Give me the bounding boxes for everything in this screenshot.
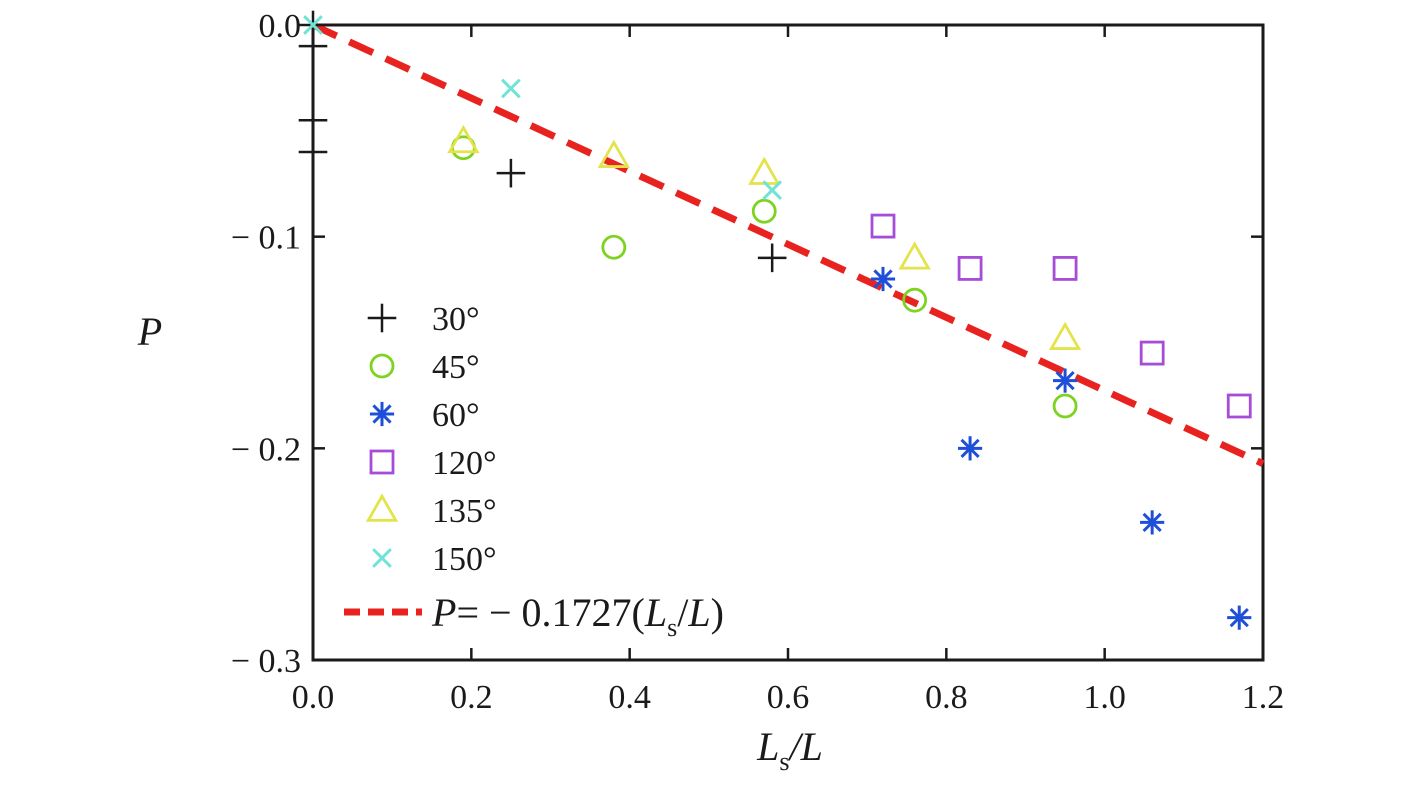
legend-fit-label-part: /: [677, 590, 689, 635]
fit-line: [311, 21, 1265, 467]
data-point-asterisk: [1140, 510, 1165, 535]
data-point-asterisk-ray: [1142, 512, 1162, 533]
data-point-triangle: [1048, 321, 1082, 350]
x-tick-label: 1.0: [1083, 679, 1126, 716]
data-point-plus: [298, 105, 328, 135]
data-point-x-b: [762, 180, 783, 200]
x-tick-label: 1.2: [1242, 679, 1285, 716]
legend-marker-asterisk-ray: [372, 404, 392, 424]
legend-label: 135°: [432, 493, 497, 530]
data-point-circle: [751, 198, 777, 224]
data-point-x: [501, 78, 521, 99]
data-point-plus: [298, 31, 328, 61]
legend-fit-label-part: P: [431, 590, 456, 635]
data-point-asterisk-ray: [873, 269, 893, 289]
x-tick-label: 0.8: [925, 679, 968, 716]
x-axis: 0.0 0.2 0.4 0.6 0.8 1.0 1.2: [292, 25, 1285, 716]
data-point-x-b: [501, 78, 521, 99]
data-point-triangle: [898, 241, 931, 270]
legend-marker-plus: [367, 303, 397, 333]
data-point-square: [1226, 393, 1252, 419]
data-point-asterisk: [1052, 368, 1078, 393]
data-points-layer: [298, 10, 1252, 630]
y-axis: 0.0 − 0.1 − 0.2 − 0.3: [231, 8, 1263, 680]
legend-marker-asterisk: [369, 401, 395, 427]
legend-fit-label-part: ): [711, 590, 724, 635]
x-axis-label-tail: /L: [788, 724, 823, 769]
data-point-square: [870, 213, 896, 239]
legend-label: 60°: [432, 397, 480, 434]
x-axis-label-main: L: [756, 724, 779, 769]
data-point-square: [1139, 340, 1165, 366]
legend-marker-square: [369, 449, 395, 475]
legend-label: 150°: [432, 541, 497, 578]
data-point-triangle: [447, 124, 480, 154]
data-point-x: [303, 15, 323, 35]
data-point-triangle: [748, 156, 781, 185]
legend-label: 45°: [432, 349, 480, 386]
legend-fit-label-part: = − 0.1727(: [456, 590, 644, 635]
legend-label: 120°: [432, 445, 497, 482]
legend: 30°45°60°120°135°150°P= − 0.1727(Ls/L): [344, 301, 724, 642]
x-tick-label: 0.4: [608, 679, 651, 716]
data-point-asterisk: [957, 436, 983, 461]
data-point-plus: [298, 137, 328, 167]
data-point-square: [1052, 256, 1078, 281]
y-tick-label: − 0.3: [231, 643, 301, 680]
data-point-asterisk-ray: [960, 438, 980, 458]
legend-marker-triangle: [365, 493, 399, 522]
legend-label: 30°: [432, 301, 480, 338]
y-tick-label: − 0.1: [231, 220, 301, 257]
data-point-plus: [757, 243, 787, 273]
legend-marker-circle: [369, 353, 395, 379]
x-axis-label-subscript: s: [779, 747, 789, 776]
data-point-circle: [1052, 393, 1078, 419]
data-point-asterisk-ray: [1055, 370, 1075, 391]
legend-fit-label-part: L: [644, 590, 667, 635]
data-point-asterisk: [1227, 605, 1252, 630]
legend-fit-label-part: s: [667, 613, 677, 642]
data-point-plus: [496, 158, 526, 188]
data-point-triangle: [597, 139, 630, 168]
legend-fit-label: P= − 0.1727(Ls/L): [431, 590, 724, 642]
data-point-asterisk: [870, 266, 896, 292]
y-tick-label: 0.0: [259, 8, 302, 45]
x-tick-label: 0.0: [292, 679, 335, 716]
legend-fit-label-part: L: [687, 590, 710, 635]
data-point-x-b: [303, 15, 323, 35]
x-tick-label: 0.2: [450, 679, 493, 716]
fit-line-layer: [311, 21, 1265, 467]
data-point-x: [762, 180, 783, 200]
data-point-asterisk-ray: [1229, 608, 1249, 628]
y-tick-label: − 0.2: [231, 431, 301, 468]
data-point-circle: [902, 287, 928, 313]
x-axis-label: Ls/L: [756, 724, 823, 776]
y-axis-label: P: [137, 309, 162, 354]
data-point-square: [957, 256, 983, 281]
legend-marker-x-b: [372, 548, 392, 568]
data-point-circle: [601, 234, 627, 260]
legend-marker-x: [372, 548, 392, 568]
x-tick-label: 0.6: [767, 679, 810, 716]
